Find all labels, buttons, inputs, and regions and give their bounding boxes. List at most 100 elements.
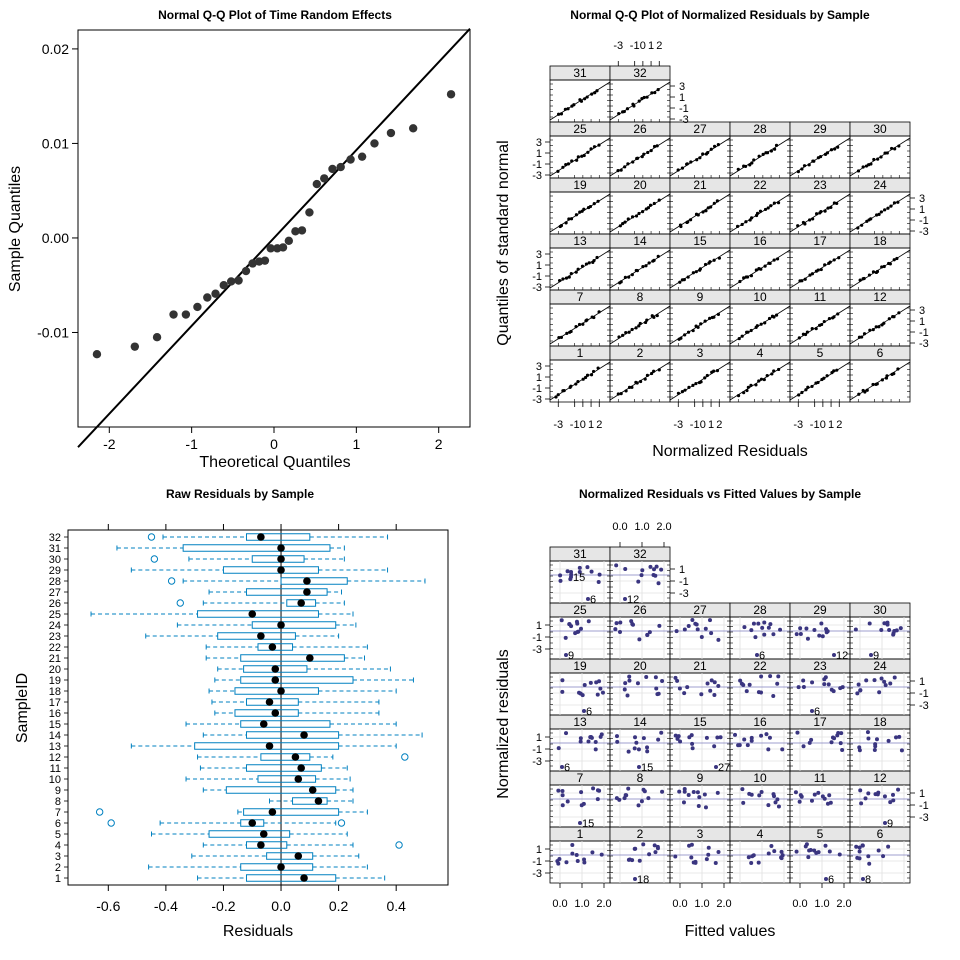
data-point [832, 653, 836, 657]
panel-strip-label: 32 [633, 547, 647, 561]
panel-frame [669, 616, 731, 660]
data-point [623, 681, 628, 686]
data-point [768, 261, 772, 266]
data-point [578, 626, 583, 631]
data-point [825, 801, 830, 806]
plot-frame [67, 529, 449, 886]
data-point [660, 789, 665, 794]
data-point [559, 618, 564, 623]
data-point [858, 688, 863, 693]
data-point [595, 788, 600, 793]
data-point [626, 749, 631, 754]
data-point [297, 226, 307, 235]
data-point [706, 845, 711, 850]
data-point [593, 747, 598, 752]
data-point [690, 746, 695, 751]
panel-strip-label: 28 [753, 122, 767, 136]
data-point [705, 373, 709, 378]
data-point [875, 213, 879, 217]
data-point [882, 264, 886, 269]
median-dot [294, 775, 303, 783]
data-point [653, 850, 658, 855]
y-tick-label: -1 [532, 744, 542, 756]
panel-20: 20 [609, 177, 671, 235]
median-dot [314, 797, 323, 805]
panel-16: 16 [729, 714, 791, 772]
data-point [888, 681, 893, 686]
data-point [642, 789, 647, 794]
x-tick-label: 0.0 [612, 521, 627, 533]
iqr-box [245, 533, 311, 541]
data-point [772, 315, 776, 319]
data-point [868, 328, 872, 332]
data-point [691, 789, 696, 794]
data-point [703, 626, 708, 631]
data-point [386, 128, 396, 138]
data-point [574, 325, 578, 329]
data-point [637, 637, 642, 642]
data-point [557, 336, 561, 340]
data-point [248, 259, 257, 268]
data-point [557, 856, 562, 861]
panel-31: 31 6 15 [549, 546, 611, 606]
data-point [807, 163, 811, 167]
data-point [749, 735, 754, 740]
data-point [769, 844, 774, 849]
panel-strip-label: 2 [637, 827, 644, 841]
data-point [808, 273, 812, 277]
data-point [592, 258, 596, 263]
data-point [694, 381, 698, 386]
median-dot [277, 621, 285, 629]
median-dot [248, 610, 257, 618]
data-point [779, 855, 784, 860]
data-point [691, 383, 695, 387]
data-point [181, 310, 191, 319]
panel-strip-label: 11 [814, 290, 827, 304]
x-tick-label: -3 [553, 419, 563, 431]
data-point [587, 261, 591, 265]
data-point [320, 174, 329, 183]
data-point [203, 293, 212, 302]
data-point [737, 336, 741, 341]
outlier [167, 577, 176, 585]
data-point [741, 682, 746, 687]
data-point [567, 275, 571, 279]
data-point [582, 153, 586, 158]
data-point [800, 390, 804, 395]
data-point [616, 392, 620, 396]
data-point [759, 690, 764, 695]
data-point [887, 627, 892, 632]
data-point [576, 379, 580, 384]
panel-strip-label: 17 [813, 715, 827, 729]
reference-line [849, 249, 911, 289]
data-point [793, 790, 798, 795]
data-point [777, 367, 781, 372]
data-point [742, 391, 746, 395]
panel-11: 11 [789, 770, 851, 828]
data-point [169, 310, 178, 319]
x-tick-label: 0.0 [672, 898, 687, 910]
data-point [883, 821, 887, 825]
y-tick-label: 3 [919, 305, 925, 317]
data-point [744, 689, 749, 694]
data-point [820, 634, 825, 639]
data-point [767, 316, 772, 321]
y-tick-label: 23 [49, 631, 61, 643]
y-tick-label: 25 [49, 609, 61, 621]
panel-strip-label: 30 [873, 122, 887, 136]
median-dot [257, 533, 265, 541]
x-axis-label: Residuals [223, 923, 293, 940]
data-point [677, 686, 682, 691]
data-point [577, 322, 582, 327]
data-point [890, 792, 895, 797]
data-point [763, 321, 767, 325]
data-point [775, 681, 780, 686]
data-point [637, 324, 641, 328]
data-point [829, 740, 834, 745]
y-tick-label: 31 [49, 543, 61, 555]
data-point [762, 377, 766, 382]
y-tick-label: 1 [919, 204, 925, 216]
y-tick-label: 0.02 [42, 41, 69, 57]
data-point [576, 155, 580, 159]
data-point [596, 199, 600, 203]
